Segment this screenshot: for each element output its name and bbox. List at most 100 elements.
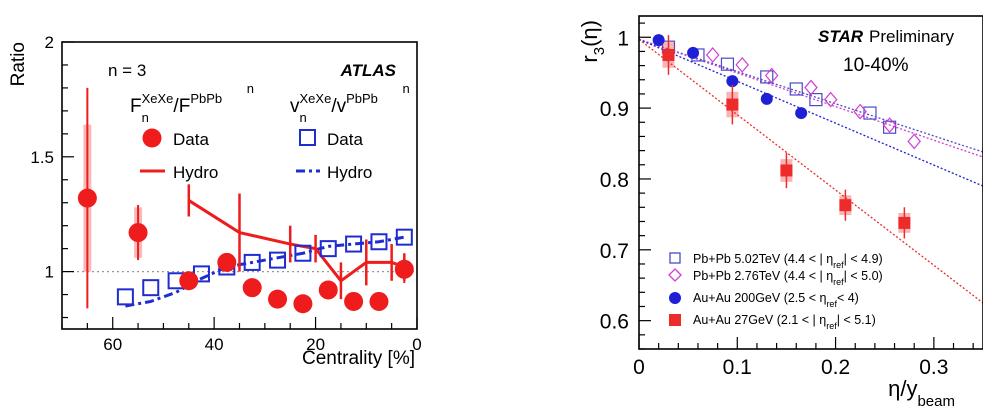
f-data-point-6 — [293, 294, 313, 314]
legend-auau200-head: Au+Au 200GeV (2.5 < η — [693, 291, 826, 305]
v-data-point-9 — [345, 235, 363, 253]
legend-f-sup-num: XeXe — [142, 91, 174, 106]
legend-f-sub: n — [142, 110, 149, 125]
atlas-marks — [62, 87, 417, 314]
legend-auau27-tail: | < 5.1) — [837, 313, 876, 327]
atlas-x-axis-label: Centrality [%] — [302, 348, 415, 369]
atlas-legend-f-title: FXeXe n/FPbPbn — [130, 81, 254, 125]
f-data-point-9 — [369, 291, 389, 311]
pbpb276-point-3 — [804, 79, 818, 96]
auau27-point-0 — [662, 48, 675, 61]
pbpb502-point-4 — [789, 82, 803, 96]
star-y-ticks: 0.6 0.7 0.8 0.9 1 — [600, 22, 651, 350]
star-x-tick-label: 0 — [633, 356, 645, 379]
legend-f-sup-den: PbPb — [190, 91, 222, 106]
v-hydro-line — [125, 235, 405, 308]
legend-v-sub2: n — [402, 81, 409, 96]
legend-auau27-head: Au+Au 27GeV (2.1 < | η — [693, 313, 826, 327]
f-data-point-5 — [268, 289, 288, 309]
legend-f-slash: / — [173, 96, 179, 117]
atlas-x-tick-label: 0 — [412, 335, 421, 354]
auau200-point-2 — [726, 75, 739, 88]
star-plot-frame — [638, 15, 983, 350]
star-experiment-label: STAR — [818, 27, 864, 46]
legend-pbpb276-head: Pb+Pb 2.76TeV (4.4 < | η — [693, 269, 833, 283]
f-data-point-0 — [77, 188, 97, 208]
auau27-point-2 — [780, 164, 793, 177]
auau200-point-3 — [760, 92, 773, 105]
legend-v-sup-num: XeXe — [300, 91, 332, 106]
star-x-label-main: η/y — [888, 376, 917, 401]
v-data-point-11 — [395, 228, 413, 246]
star-status-label: Preliminary — [869, 27, 955, 46]
auau27-point-4 — [898, 216, 911, 229]
pbpb276-point-6 — [882, 117, 897, 134]
v-data-point-6 — [269, 251, 287, 269]
legend-pbpb502-marker — [669, 252, 681, 264]
star-y-tick-label: 0.8 — [600, 169, 629, 192]
auau200-point-4 — [795, 107, 808, 120]
pbpb276-point-7 — [907, 133, 921, 150]
legend-pbpb276-label: Pb+Pb 2.76TeV (4.4 < | ηref| < 5.0) — [693, 269, 883, 287]
f-data-point-4 — [242, 278, 262, 298]
fit-line-0 — [638, 38, 983, 153]
star-panel: 0 0.1 0.2 0.3 0.6 0.7 0.8 0.9 1 η/ybeam r3(η) S… — [577, 15, 983, 409]
star-y-label-arg: (η) — [577, 20, 602, 47]
star-x-tick-label: 0.2 — [821, 356, 850, 379]
star-y-tick-label: 1 — [617, 27, 629, 50]
auau27-point-3 — [839, 199, 852, 212]
auau200-point-0 — [652, 34, 665, 47]
atlas-legend-v-title: vXeXe n/vPbPbn — [290, 81, 410, 125]
legend-pbpb276-marker — [668, 268, 682, 282]
legend-f-base2: F — [179, 96, 191, 117]
legend-v-sup-den: PbPb — [346, 91, 378, 106]
atlas-experiment-label: ATLAS — [340, 61, 397, 80]
atlas-x-tick-label: 40 — [205, 335, 224, 354]
legend-v-sub: n — [300, 110, 307, 125]
star-x-axis-label: η/ybeam — [888, 376, 955, 409]
legend-f-sub2: n — [247, 81, 254, 96]
legend-auau200-sub: ref — [826, 299, 837, 309]
legend-v-slash: / — [331, 96, 337, 117]
f-hydro-line — [187, 199, 405, 283]
pbpb276-point-0 — [705, 47, 720, 63]
star-centrality-label: 10-40% — [843, 55, 909, 76]
star-x-tick-label: 0.3 — [919, 356, 948, 379]
star-y-tick-label: 0.9 — [600, 98, 629, 121]
star-y-axis-label: r3(η) — [577, 20, 608, 63]
atlas-panel: 60 40 20 0 11.52 Centrality [%] Ratio n = 3… — [8, 33, 422, 369]
atlas-x-tick-label: 60 — [103, 335, 122, 354]
v-data-point-5 — [243, 253, 261, 271]
legend-auau200-label: Au+Au 200GeV (2.5 < ηref< 4) — [693, 291, 859, 309]
pbpb276-point-2 — [764, 67, 779, 84]
atlas-y-ticks: 11.52 — [30, 33, 74, 319]
legend-auau27-sub: ref — [826, 321, 837, 331]
legend-v-data-marker — [299, 129, 316, 146]
pbpb502-point-6 — [863, 106, 877, 120]
atlas-y-tick-label: 2 — [45, 33, 54, 52]
atlas-harmonic-label: n = 3 — [108, 61, 146, 80]
fit-line-3 — [638, 38, 983, 304]
legend-pbpb502-sub: ref — [833, 260, 844, 270]
legend-auau200-tail: < 4) — [837, 291, 859, 305]
legend-f-data-marker — [142, 128, 162, 148]
v-data-point-8 — [319, 240, 337, 258]
legend-pbpb502-tail: | < 4.9) — [844, 252, 883, 266]
pbpb502-point-5 — [809, 93, 823, 107]
legend-pbpb276-tail: | < 5.0) — [844, 269, 883, 283]
star-y-label-sub: 3 — [591, 47, 608, 55]
v-data-point-1 — [142, 279, 160, 297]
legend-pbpb502-head: Pb+Pb 5.02TeV (4.4 < | η — [693, 252, 833, 266]
v-data-point-7 — [294, 244, 312, 262]
star-x-label-sub: beam — [917, 393, 955, 409]
atlas-y-tick-label: 1 — [45, 263, 54, 282]
atlas-x-tick-label: 20 — [306, 335, 325, 354]
pbpb276-point-4 — [823, 91, 838, 108]
star-y-tick-label: 0.6 — [600, 311, 629, 334]
atlas-y-tick-label: 1.5 — [30, 148, 54, 167]
fit-line-2 — [638, 38, 983, 187]
f-data-point-8 — [344, 291, 364, 311]
legend-v-base: v — [290, 96, 300, 117]
pbpb276-point-5 — [853, 103, 867, 120]
